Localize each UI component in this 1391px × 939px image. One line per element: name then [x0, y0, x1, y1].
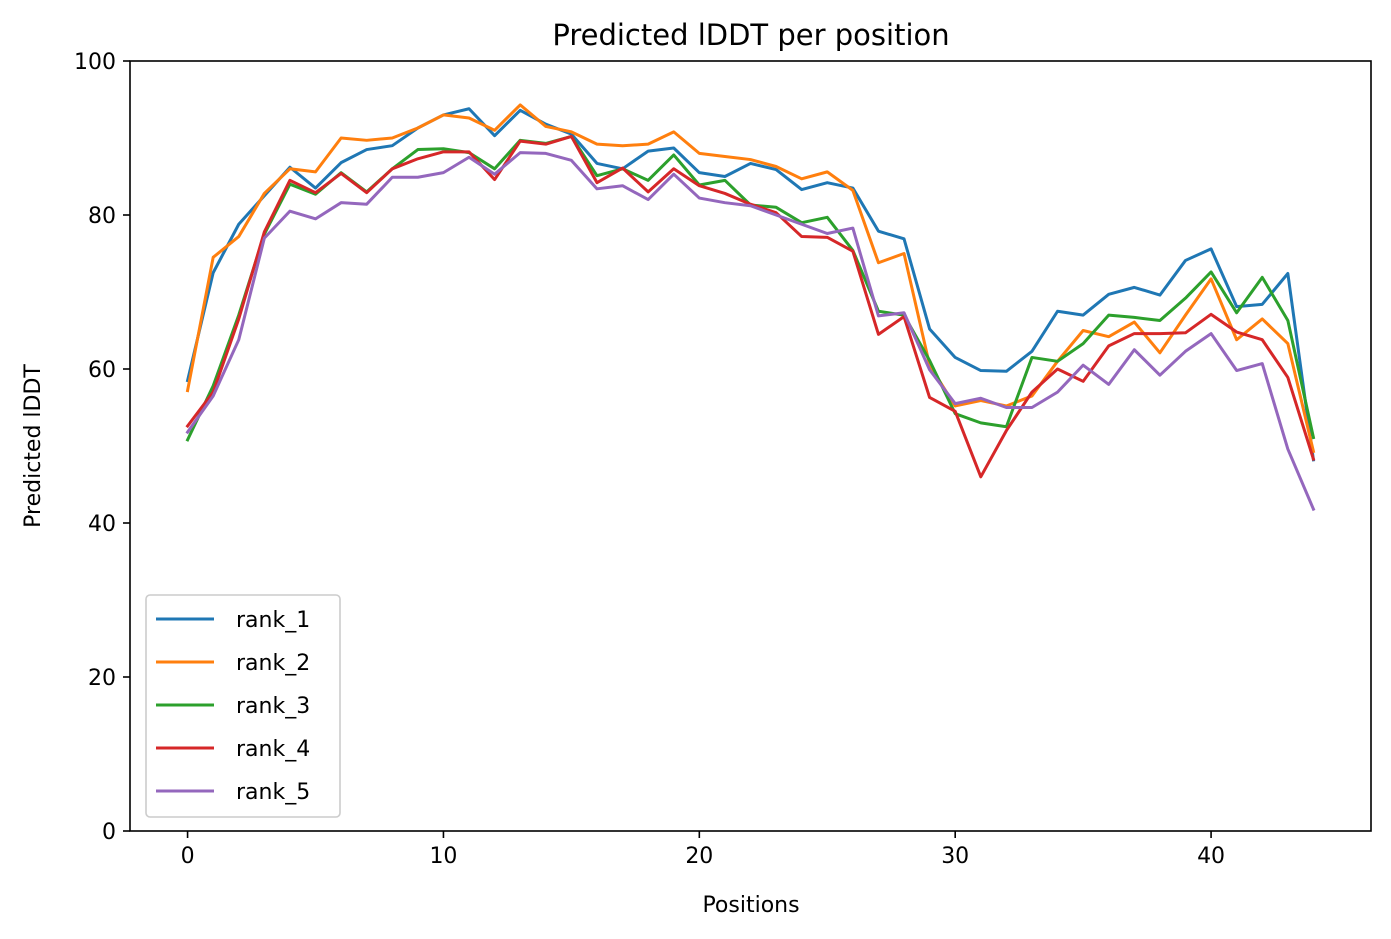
y-tick-label: 60: [88, 358, 116, 383]
chart-title: Predicted lDDT per position: [552, 18, 949, 52]
y-tick-label: 40: [88, 512, 116, 537]
legend-label-rank_1: rank_1: [236, 608, 310, 633]
series-line-rank_2: [185, 103, 1316, 454]
x-tick-label: 40: [1197, 844, 1225, 869]
x-axis-label: Positions: [702, 893, 799, 918]
legend-label-rank_2: rank_2: [236, 651, 310, 676]
x-tick-label: 0: [181, 844, 195, 869]
legend-label-rank_3: rank_3: [236, 694, 310, 719]
legend-box: [145, 594, 341, 818]
y-tick-label: 80: [88, 204, 116, 229]
y-tick-label: 0: [102, 820, 116, 845]
axes-frame: [129, 60, 1372, 832]
y-tick-label: 100: [74, 50, 116, 75]
series-line-rank_4: [185, 134, 1316, 479]
axes: 0 10 20 30 40 0 20 40 60 80 100: [74, 50, 1372, 869]
series-line-rank_5: [185, 151, 1316, 512]
x-tick-label: 30: [941, 844, 969, 869]
y-tick-label: 20: [88, 666, 116, 691]
legend-label-rank_5: rank_5: [236, 780, 310, 805]
plot-area: [185, 103, 1316, 512]
y-axis-label: Predicted lDDT: [21, 364, 46, 528]
x-tick-label: 10: [429, 844, 457, 869]
series-line-rank_1: [185, 107, 1316, 462]
legend: rank_1 rank_2 rank_3 rank_4 rank_5: [145, 594, 341, 818]
legend-label-rank_4: rank_4: [236, 737, 310, 762]
x-tick-label: 20: [685, 844, 713, 869]
